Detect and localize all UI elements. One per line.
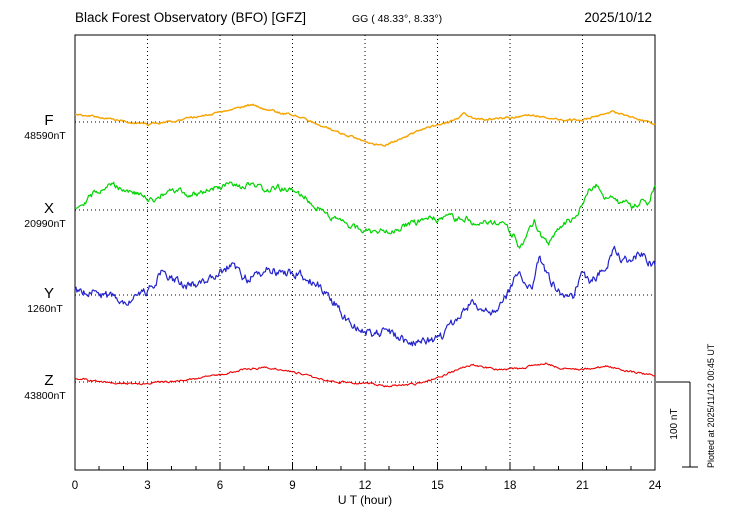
plotted-at-label: Plotted at 2025/11/12 00:45 UT (706, 343, 716, 468)
trace-X (74, 181, 656, 249)
x-tick-label: 15 (431, 480, 444, 492)
x-tick-label: 12 (359, 480, 372, 492)
series-value-Y: 1260nT (27, 303, 63, 315)
date-label: 2025/10/12 (584, 10, 652, 25)
x-tick-label: 3 (144, 480, 150, 492)
trace-Y (74, 245, 656, 347)
series-letter-X: X (44, 200, 54, 217)
series-value-Z: 43800nT (24, 390, 66, 402)
traces (74, 103, 656, 388)
axis-ticks (74, 462, 656, 470)
series-value-X: 20990nT (24, 218, 66, 230)
series-letter-Z: Z (44, 372, 53, 389)
scale-bar-label: 100 nT (669, 408, 680, 439)
x-tick-label: 9 (289, 480, 295, 492)
coordinates-subtitle: GG ( 48.33°, 8.33°) (352, 13, 442, 25)
trace-Z (74, 362, 656, 388)
x-axis-label: U T (hour) (338, 493, 392, 507)
series-value-F: 48590nT (24, 130, 66, 142)
series-letter-Y: Y (44, 285, 54, 302)
x-tick-label: 24 (649, 480, 662, 492)
observatory-title: Black Forest Observatory (BFO) [GFZ] (75, 10, 306, 25)
trace-F (74, 103, 656, 147)
x-tick-label: 6 (217, 480, 223, 492)
x-tick-label: 18 (504, 480, 517, 492)
x-tick-label: 0 (72, 480, 78, 492)
x-tick-label: 21 (576, 480, 589, 492)
series-letter-F: F (44, 112, 53, 129)
scale-bar (656, 381, 698, 468)
axis-tick-labels: 0 3 6 9 12 15 18 21 24 (72, 480, 662, 492)
